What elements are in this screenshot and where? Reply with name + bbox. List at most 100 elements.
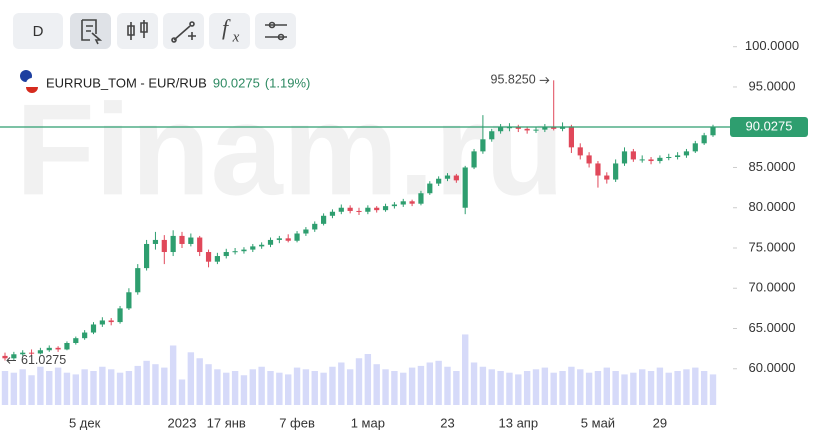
- volume-bar: [612, 371, 619, 405]
- volume-bar: [506, 372, 513, 405]
- volume-bar: [559, 371, 566, 405]
- candle-body: [347, 207, 353, 211]
- candle-icon: [127, 20, 148, 40]
- candle-body: [462, 167, 468, 208]
- candle-body: [126, 292, 132, 309]
- volume-bar: [205, 364, 212, 405]
- volume-bar: [63, 372, 71, 405]
- function-button[interactable]: [209, 13, 250, 49]
- settings-button[interactable]: [255, 13, 296, 49]
- volume-bar: [116, 372, 124, 405]
- candle-body: [436, 178, 442, 184]
- candle-body: [648, 159, 654, 162]
- candle-body: [533, 129, 539, 131]
- candle-body: [498, 127, 504, 132]
- volume-bar: [665, 372, 672, 405]
- candle-body: [267, 239, 274, 245]
- volume-bar: [249, 369, 256, 405]
- last-price: 90.0275: [213, 75, 260, 90]
- candle-body: [621, 151, 628, 164]
- candle-body: [312, 223, 318, 230]
- volume-bar: [81, 369, 88, 405]
- instrument-name: EURRUB_TOM - EUR/RUB: [46, 75, 207, 90]
- volume-bar: [72, 374, 79, 405]
- volume-bar: [178, 379, 186, 405]
- volume-bar: [37, 366, 44, 405]
- y-tick-label: 60.0000: [749, 360, 796, 375]
- volume-bar: [187, 352, 195, 405]
- candle-body: [551, 127, 557, 129]
- volume-bar: [426, 362, 433, 405]
- candle-body: [20, 352, 26, 355]
- volume-bar: [497, 371, 504, 405]
- volume-bar: [417, 365, 425, 405]
- volume-bar: [603, 367, 610, 405]
- volume-bar: [293, 367, 301, 405]
- candle-body: [28, 352, 35, 354]
- candle-body: [321, 215, 327, 224]
- candle-body: [188, 237, 194, 244]
- volume-bar: [470, 362, 478, 405]
- candle-body: [46, 347, 52, 351]
- volume-bar: [46, 371, 53, 405]
- volume-bar: [346, 369, 354, 405]
- volume-bar: [541, 367, 549, 405]
- candle-body: [250, 246, 256, 250]
- price-change: (1.19%): [265, 75, 311, 90]
- volume-bar: [28, 375, 35, 405]
- y-tick-label: 70.0000: [749, 280, 796, 295]
- volume-bar: [1, 371, 9, 405]
- candle-body: [161, 239, 167, 253]
- candle-body: [90, 324, 97, 333]
- y-tick-label: 75.0000: [749, 239, 796, 254]
- y-tick-label: 95.0000: [749, 78, 796, 93]
- candle-body: [559, 126, 566, 129]
- volume-bar: [647, 371, 655, 405]
- candle-body: [11, 354, 17, 359]
- volume-bar: [577, 369, 584, 405]
- last-price-tag-label: 90.0275: [746, 118, 793, 133]
- interval-button[interactable]: [13, 13, 63, 49]
- high-marker-arrow: [539, 76, 550, 84]
- volume-bar: [143, 360, 150, 405]
- volume-bar: [231, 371, 239, 405]
- x-tick-label: 13 апр: [499, 415, 539, 430]
- function-label: f: [222, 15, 231, 40]
- candle-body: [144, 243, 150, 269]
- plot-area: [1, 80, 717, 405]
- candle-body: [197, 237, 203, 253]
- volume-bar: [523, 371, 531, 405]
- volume-bar: [568, 366, 575, 405]
- candle-body: [382, 206, 389, 211]
- volume-bar: [364, 354, 372, 405]
- candle-body: [701, 135, 707, 144]
- volume-bar: [532, 369, 540, 405]
- volume-bar: [674, 371, 681, 405]
- volume-bar: [338, 362, 345, 405]
- candle-body: [294, 233, 300, 241]
- candle-body: [55, 347, 61, 350]
- x-tick-label: 17 янв: [207, 415, 246, 430]
- candle-button[interactable]: [117, 13, 158, 49]
- volume-bar: [408, 367, 416, 405]
- candle-body: [391, 204, 397, 207]
- x-tick-label: 5 дек: [69, 415, 101, 430]
- candle-body: [276, 238, 282, 240]
- candle-body: [480, 139, 486, 152]
- candle-body: [630, 151, 636, 160]
- candle-body: [444, 175, 451, 179]
- volume-bar: [54, 367, 62, 405]
- candle-body: [285, 238, 291, 241]
- candle-body: [683, 151, 690, 156]
- candle-body: [329, 211, 336, 216]
- volume-bar: [630, 372, 637, 405]
- candle-body: [515, 127, 521, 129]
- candle-body: [453, 175, 459, 181]
- candle-body: [613, 163, 619, 180]
- legend: EURRUB_TOM - EUR/RUB 90.0275 (1.19%): [20, 70, 310, 93]
- toolbar: D f x: [13, 13, 296, 49]
- x-tick-label: 23: [440, 415, 454, 430]
- volume-bar: [700, 371, 708, 405]
- candle-body: [303, 229, 309, 234]
